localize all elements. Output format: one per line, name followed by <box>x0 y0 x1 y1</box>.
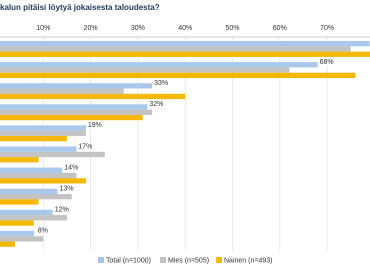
bar <box>0 88 124 94</box>
bar <box>0 109 153 115</box>
value-label: 32% <box>149 101 163 108</box>
label-box <box>64 163 79 172</box>
bar <box>0 51 370 57</box>
bar <box>0 46 351 52</box>
label-box <box>87 121 102 130</box>
value-label: 13% <box>59 186 73 193</box>
label-box <box>149 100 164 109</box>
bar <box>0 130 86 136</box>
bar <box>0 194 72 200</box>
x-tick-label: 70% <box>320 25 334 32</box>
label-box <box>319 58 334 67</box>
x-tick-label: 50% <box>225 25 239 32</box>
bar <box>0 230 34 237</box>
x-tick-label: 30% <box>131 25 145 32</box>
x-tick-label: 10% <box>36 25 50 32</box>
legend-swatch <box>216 257 222 263</box>
legend-label: Nainen (n=493) <box>224 257 272 264</box>
bar <box>0 178 86 184</box>
label-box <box>35 226 50 235</box>
bar <box>0 151 105 158</box>
legend-swatch <box>98 257 104 263</box>
bar <box>0 146 77 152</box>
label-box <box>154 79 169 88</box>
bar <box>0 215 67 221</box>
value-label: 33% <box>154 80 168 87</box>
value-label: 19% <box>88 122 102 129</box>
legend-swatch <box>160 257 166 263</box>
legend-label: Mies (n=505) <box>168 257 209 264</box>
bar <box>0 241 15 247</box>
bar <box>0 188 58 194</box>
x-tick-label: 20% <box>84 25 98 32</box>
label-box <box>78 142 93 151</box>
bar <box>0 172 77 179</box>
bar <box>0 62 318 68</box>
legend-label: Total (n=1000) <box>106 257 151 264</box>
label-box <box>54 205 69 214</box>
label-box <box>59 184 74 193</box>
bar <box>0 67 290 73</box>
bar <box>0 72 356 78</box>
value-label: 14% <box>64 164 78 171</box>
bar <box>0 41 370 47</box>
bar <box>0 83 153 89</box>
x-tick-label: 60% <box>273 25 287 32</box>
bar <box>0 136 67 142</box>
bar <box>0 199 39 205</box>
value-label: 68% <box>320 59 334 66</box>
value-label: 12% <box>55 207 69 214</box>
x-tick-label: 40% <box>178 25 192 32</box>
bar <box>0 236 44 242</box>
bar <box>0 157 39 163</box>
bar <box>0 125 86 131</box>
chart-title: kalun pitäisi löytyä jokaisesta taloudes… <box>0 3 160 12</box>
bar <box>0 209 53 216</box>
bar <box>0 167 63 173</box>
bar <box>0 93 186 100</box>
value-label: 17% <box>78 143 92 150</box>
value-label: 8% <box>38 228 48 235</box>
bar <box>0 114 143 121</box>
bar <box>0 104 148 110</box>
bar <box>0 220 34 226</box>
